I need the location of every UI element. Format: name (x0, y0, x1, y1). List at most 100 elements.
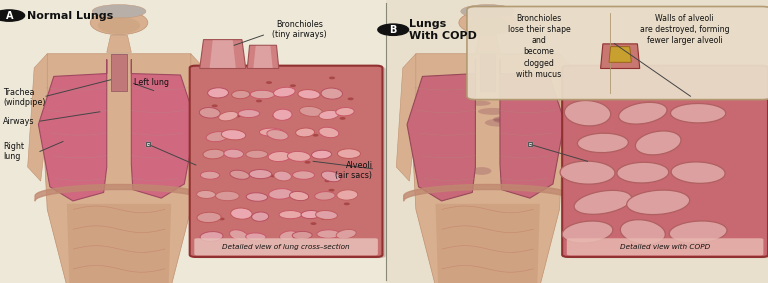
Polygon shape (500, 59, 564, 198)
Text: Trachea
(windpipe): Trachea (windpipe) (3, 88, 45, 107)
Ellipse shape (219, 112, 238, 121)
Ellipse shape (92, 5, 146, 18)
Ellipse shape (466, 17, 508, 34)
Ellipse shape (274, 171, 291, 181)
Polygon shape (253, 46, 273, 68)
Text: Right
lung: Right lung (3, 142, 24, 161)
Ellipse shape (287, 151, 310, 161)
Ellipse shape (316, 211, 337, 220)
Polygon shape (480, 54, 495, 91)
Ellipse shape (266, 81, 272, 84)
Polygon shape (190, 54, 210, 181)
Text: B: B (389, 25, 397, 35)
Ellipse shape (344, 202, 350, 205)
Ellipse shape (304, 161, 310, 164)
FancyBboxPatch shape (0, 0, 386, 283)
Polygon shape (247, 45, 279, 68)
Polygon shape (41, 54, 197, 283)
FancyBboxPatch shape (190, 66, 382, 257)
Ellipse shape (98, 17, 140, 34)
Ellipse shape (219, 218, 225, 220)
Polygon shape (601, 44, 640, 68)
Ellipse shape (414, 113, 440, 119)
Polygon shape (131, 59, 196, 198)
Ellipse shape (256, 100, 262, 102)
Text: Detailed view of lung cross–section: Detailed view of lung cross–section (222, 244, 350, 250)
Text: Lungs
With COPD: Lungs With COPD (409, 19, 476, 41)
Polygon shape (107, 35, 131, 52)
Ellipse shape (514, 97, 539, 104)
Ellipse shape (321, 171, 341, 182)
Ellipse shape (207, 88, 229, 98)
Ellipse shape (671, 162, 725, 183)
Polygon shape (435, 204, 540, 283)
Ellipse shape (337, 149, 360, 158)
Text: Bronchioles
(tiny airways): Bronchioles (tiny airways) (272, 20, 327, 39)
Ellipse shape (260, 128, 283, 136)
Polygon shape (210, 40, 236, 68)
Ellipse shape (461, 5, 515, 18)
Ellipse shape (249, 170, 272, 179)
Text: Bronchioles
lose their shape
and
become
clogged
with mucus: Bronchioles lose their shape and become … (508, 14, 571, 79)
Ellipse shape (238, 110, 260, 117)
Ellipse shape (493, 117, 518, 123)
Ellipse shape (250, 215, 257, 218)
Ellipse shape (564, 100, 611, 126)
Ellipse shape (635, 131, 681, 155)
Ellipse shape (290, 191, 309, 201)
Ellipse shape (206, 132, 229, 142)
Ellipse shape (441, 106, 462, 113)
Ellipse shape (317, 230, 340, 238)
Ellipse shape (269, 189, 293, 199)
FancyBboxPatch shape (193, 67, 386, 258)
Ellipse shape (230, 230, 248, 241)
Ellipse shape (563, 145, 586, 150)
Text: A: A (5, 10, 13, 21)
Text: Left lung: Left lung (134, 78, 170, 87)
Ellipse shape (321, 217, 327, 220)
Ellipse shape (472, 167, 492, 175)
Ellipse shape (478, 108, 508, 115)
Ellipse shape (468, 101, 491, 106)
Ellipse shape (300, 106, 323, 117)
Text: Walls of alveoli
are destroyed, forming
fewer larger alveoli: Walls of alveoli are destroyed, forming … (640, 14, 730, 45)
Ellipse shape (296, 128, 315, 137)
Ellipse shape (279, 211, 302, 219)
Text: Detailed view with COPD: Detailed view with COPD (620, 244, 710, 250)
Ellipse shape (310, 222, 316, 225)
Ellipse shape (197, 190, 216, 198)
Ellipse shape (324, 179, 330, 182)
Polygon shape (409, 54, 566, 283)
Ellipse shape (578, 133, 628, 153)
FancyBboxPatch shape (194, 238, 378, 255)
Ellipse shape (321, 88, 343, 99)
Ellipse shape (458, 11, 516, 35)
Ellipse shape (574, 190, 632, 214)
Ellipse shape (301, 211, 320, 218)
Text: Airways: Airways (3, 117, 35, 126)
Ellipse shape (232, 90, 250, 99)
Ellipse shape (619, 102, 667, 124)
Ellipse shape (270, 175, 276, 177)
Ellipse shape (485, 119, 513, 127)
Ellipse shape (211, 218, 217, 221)
Ellipse shape (273, 87, 295, 97)
Ellipse shape (290, 84, 296, 87)
Polygon shape (111, 54, 127, 91)
Ellipse shape (252, 212, 269, 221)
Ellipse shape (627, 190, 690, 215)
Ellipse shape (507, 126, 532, 134)
Ellipse shape (319, 110, 339, 119)
Circle shape (378, 24, 409, 35)
FancyBboxPatch shape (565, 67, 768, 258)
Ellipse shape (221, 130, 246, 140)
Ellipse shape (273, 115, 279, 117)
Polygon shape (28, 54, 47, 181)
Ellipse shape (347, 97, 353, 100)
FancyBboxPatch shape (562, 66, 768, 257)
Ellipse shape (617, 162, 669, 183)
Ellipse shape (216, 191, 240, 201)
Ellipse shape (336, 108, 354, 116)
Polygon shape (38, 59, 107, 201)
Ellipse shape (246, 150, 267, 158)
